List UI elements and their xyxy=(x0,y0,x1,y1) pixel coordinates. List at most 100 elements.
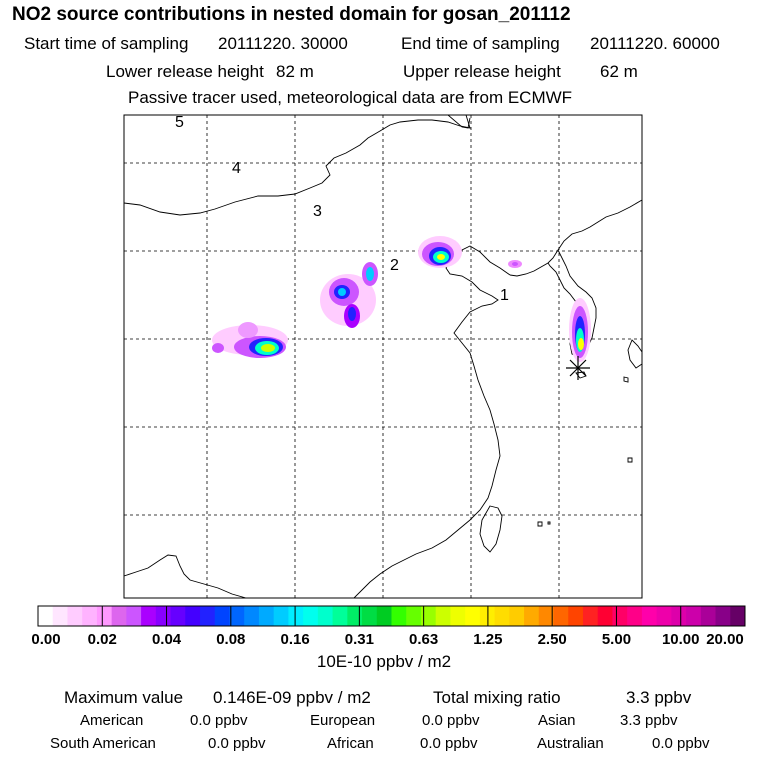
plume-west xyxy=(238,322,258,338)
colorbar-tick-label: 10.00 xyxy=(662,631,700,648)
map-plot: 1 2 3 4 5 xyxy=(123,114,643,599)
colorbar-swatch xyxy=(553,606,569,626)
japan-kyushu xyxy=(627,339,642,369)
plume-korea-west xyxy=(512,262,518,266)
trajectory-label-3: 3 xyxy=(313,203,322,220)
colorbar-swatch xyxy=(200,606,216,626)
colorbar-swatch xyxy=(258,606,275,626)
china-korea-border xyxy=(509,199,642,277)
colorbar-tick-label: 0.04 xyxy=(152,631,182,648)
colorbar-swatch xyxy=(730,606,746,626)
total-mixing-label: Total mixing ratio xyxy=(433,688,561,707)
colorbar-swatch xyxy=(465,606,481,626)
colorbar-swatch xyxy=(82,606,98,626)
american-value: 0.0 ppbv xyxy=(190,712,248,729)
china-south-border xyxy=(124,554,247,598)
total-mixing-value: 3.3 ppbv xyxy=(626,688,692,707)
colorbar-swatch xyxy=(612,606,628,626)
island-2 xyxy=(627,457,633,463)
colorbar-swatch xyxy=(597,606,613,626)
colorbar-swatch xyxy=(38,606,54,626)
colorbar-swatch xyxy=(641,606,658,626)
trajectory-label-2: 2 xyxy=(390,257,399,274)
colorbar-swatch xyxy=(627,606,643,626)
colorbar-tick-label: 0.31 xyxy=(345,631,374,648)
taiwan-island xyxy=(479,505,503,553)
colorbar-swatch xyxy=(656,606,672,626)
lower-height-label: Lower release height xyxy=(106,62,264,81)
colorbar-tick-label: 0.00 xyxy=(31,631,60,648)
colorbar-swatch xyxy=(170,606,186,626)
australian-label: Australian xyxy=(537,735,604,752)
colorbar-swatch xyxy=(67,606,83,626)
colorbar-tick-label: 2.50 xyxy=(538,631,567,648)
plume-beijing xyxy=(437,254,445,260)
plume-central xyxy=(338,288,346,296)
colorbar-swatch xyxy=(317,606,334,626)
max-value: 0.146E-09 ppbv / m2 xyxy=(213,688,371,707)
colorbar-swatch xyxy=(347,606,363,626)
colorbar-swatch xyxy=(538,606,555,626)
colorbar-swatch xyxy=(494,606,510,626)
asian-label: Asian xyxy=(538,712,576,729)
tracer-note: Passive tracer used, meteorological data… xyxy=(128,88,573,107)
plume-korea xyxy=(578,338,584,350)
colorbar-tick-label: 20.00 xyxy=(706,631,744,648)
european-label: European xyxy=(310,712,376,729)
colorbar-swatch xyxy=(362,606,378,626)
south-american-label: South American xyxy=(50,735,156,752)
colorbar-unit: 10E-10 ppbv / m2 xyxy=(316,652,452,671)
colorbar-swatch xyxy=(406,606,422,626)
colorbar-swatch xyxy=(273,606,289,626)
colorbar-swatch xyxy=(229,606,245,626)
colorbar-swatch xyxy=(214,606,230,626)
colorbar-swatch xyxy=(435,606,451,626)
colorbar-swatch xyxy=(155,606,172,626)
lower-height-value: 82 m xyxy=(276,62,314,81)
island-1 xyxy=(623,376,629,383)
south-american-value: 0.0 ppbv xyxy=(208,735,266,752)
trajectory-label-4: 4 xyxy=(232,160,241,177)
trajectory-labels: 1 2 3 4 5 xyxy=(175,114,509,304)
american-label: American xyxy=(80,712,144,729)
asian-value: 3.3 ppbv xyxy=(620,712,678,729)
trajectory-label-1: 1 xyxy=(500,287,509,304)
colorbar-swatch xyxy=(141,606,157,626)
european-value: 0.0 ppbv xyxy=(422,712,480,729)
colorbar-tick-label: 5.00 xyxy=(602,631,631,648)
end-time-label: End time of sampling xyxy=(401,34,560,53)
colorbar-swatch xyxy=(509,606,525,626)
colorbar-swatch xyxy=(568,606,584,626)
upper-height-label: Upper release height xyxy=(403,62,561,81)
colorbar-swatch xyxy=(524,606,540,626)
african-value: 0.0 ppbv xyxy=(420,735,478,752)
colorbar-tick-label: 0.63 xyxy=(409,631,438,648)
start-time-label: Start time of sampling xyxy=(24,34,189,53)
colorbar-swatch xyxy=(671,606,687,626)
mongolia-border xyxy=(124,115,471,216)
receptor-asterisk-icon xyxy=(566,356,590,380)
plume-central xyxy=(348,307,356,321)
trajectory-label-5: 5 xyxy=(175,114,184,131)
end-time-value: 20111220. 60000 xyxy=(590,34,720,53)
colorbar-tick-label: 0.16 xyxy=(280,631,309,648)
colorbar-swatch xyxy=(244,606,260,626)
colorbar: 0.00 0.02 0.04 0.08 0.16 0.31 0.63 1.25 2.50 5.00… xyxy=(31,605,746,648)
colorbar-tick-label: 0.02 xyxy=(88,631,117,648)
colorbar-swatch xyxy=(126,606,142,626)
colorbar-swatch xyxy=(715,606,731,626)
african-label: African xyxy=(327,735,374,752)
australian-value: 0.0 ppbv xyxy=(652,735,710,752)
chart-title: NO2 source contributions in nested domai… xyxy=(12,4,571,25)
manchuria-north-border xyxy=(447,115,471,129)
start-time-value: 20111220. 30000 xyxy=(218,34,348,53)
colorbar-swatch xyxy=(111,606,127,626)
colorbar-swatch xyxy=(450,606,466,626)
plume-west xyxy=(261,344,275,352)
colorbar-swatch xyxy=(303,606,319,626)
colorbar-swatch xyxy=(686,606,702,626)
colorbar-swatch xyxy=(391,606,407,626)
colorbar-swatch xyxy=(185,606,201,626)
colorbar-tick-label: 0.08 xyxy=(216,631,245,648)
colorbar-swatch xyxy=(582,606,599,626)
